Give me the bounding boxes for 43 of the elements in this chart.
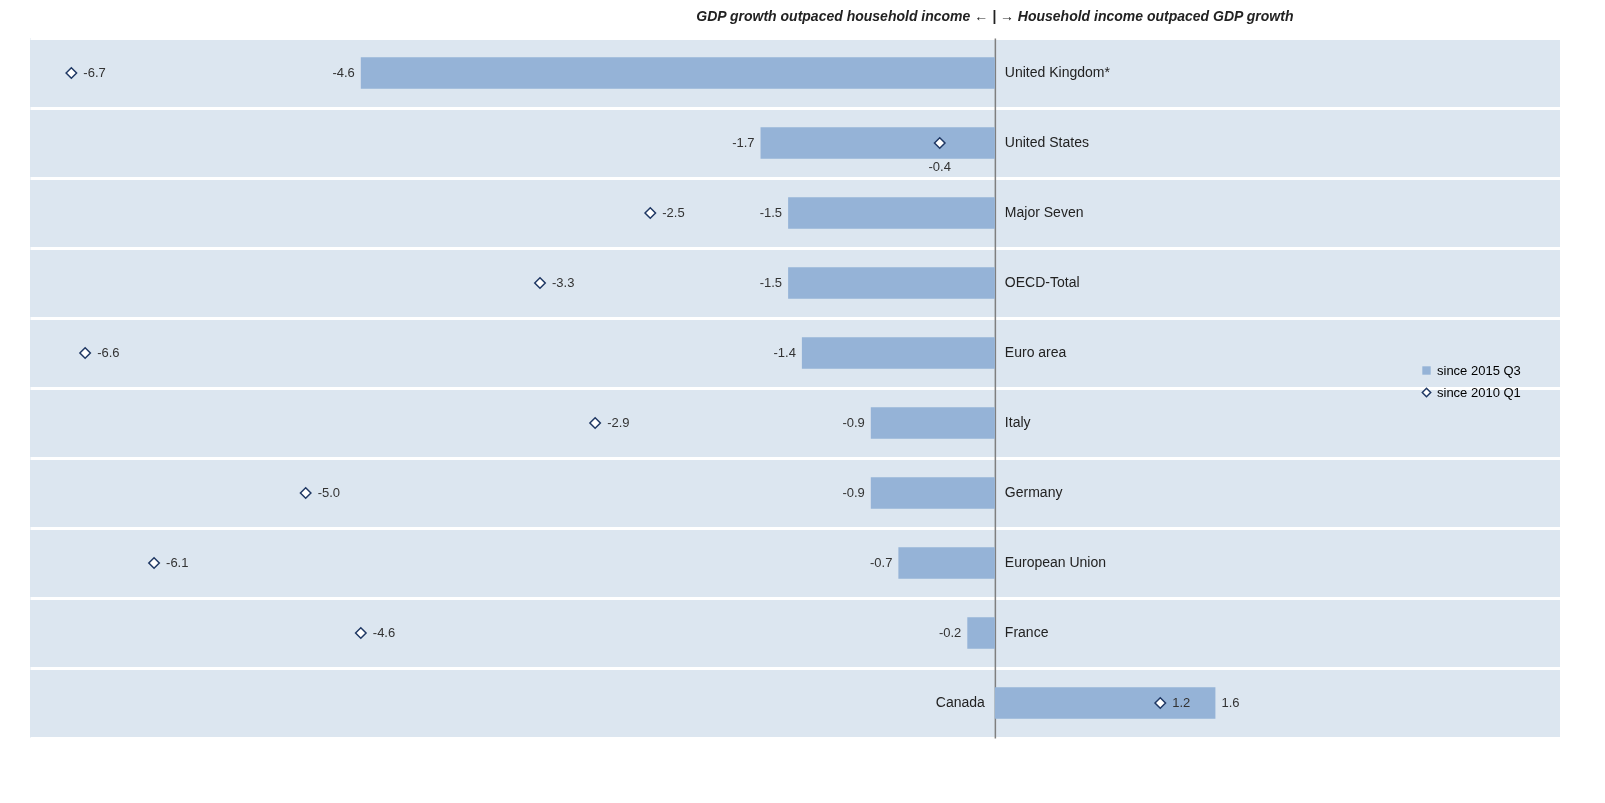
y-tick-label: OECD-Total	[1004, 274, 1080, 290]
y-tick-label: United Kingdom*	[1004, 64, 1111, 80]
data-label: -0.7	[869, 555, 893, 570]
data-label: -4.6	[372, 625, 396, 640]
y-tick-label: Germany	[1004, 484, 1063, 500]
y-tick-label: United States	[1004, 134, 1089, 150]
data-label: -1.5	[759, 275, 783, 290]
y-tick-label: France	[1004, 624, 1049, 640]
point	[299, 487, 312, 499]
data-label: -3.3	[552, 275, 575, 290]
point	[354, 627, 367, 639]
data-label: 1.6	[1221, 695, 1240, 710]
legend-label: since 2010 Q1	[1437, 384, 1521, 400]
data-label: -6.7	[83, 65, 106, 80]
point	[79, 347, 92, 359]
data-label: -0.9	[842, 415, 865, 430]
data-label: -6.1	[166, 555, 189, 570]
data-label: -0.2	[938, 625, 962, 640]
data-label: -6.6	[97, 345, 120, 360]
point	[933, 137, 946, 149]
data-label: -2.5	[662, 205, 685, 220]
y-tick-label: Canada	[935, 694, 986, 710]
point	[644, 207, 657, 219]
data-label: -1.5	[759, 205, 783, 220]
y-tick-label: European Union	[1004, 554, 1107, 570]
point	[589, 417, 602, 429]
data-label: -0.4	[928, 159, 951, 174]
point	[65, 67, 78, 79]
data-label: 1.2	[1172, 695, 1191, 710]
y-tick-label: Major Seven	[1004, 204, 1084, 220]
data-label: -1.4	[773, 345, 796, 360]
y-tick-label: Italy	[1004, 414, 1031, 430]
data-label: -0.9	[842, 485, 865, 500]
point	[1154, 697, 1167, 709]
y-tick-label: Euro area	[1004, 344, 1067, 360]
legend-label: since 2015 Q3	[1437, 362, 1521, 378]
point	[534, 277, 546, 289]
chart-title: GDP growth outpaced household income ← | → Household income outpaced GDP growth	[696, 8, 1294, 24]
data-label: -2.9	[607, 415, 630, 430]
point	[148, 557, 161, 569]
data-label: -5.0	[317, 485, 341, 500]
data-label: -4.6	[332, 65, 355, 80]
data-label: -1.7	[732, 135, 755, 150]
